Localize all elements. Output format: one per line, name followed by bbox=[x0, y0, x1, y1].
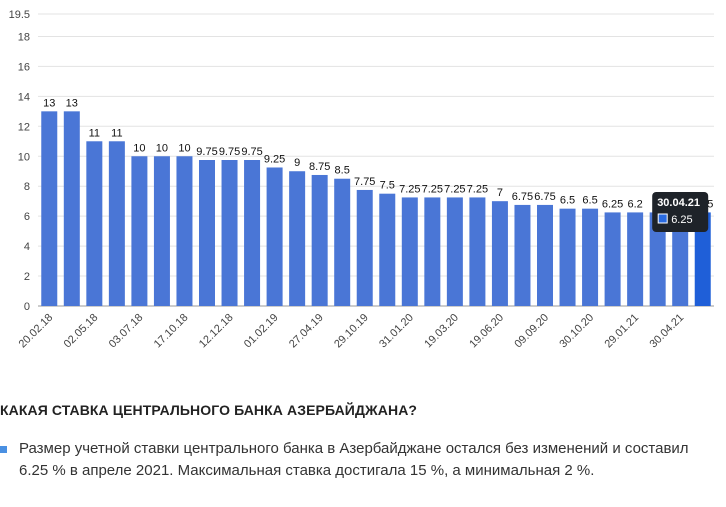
data-label: 13 bbox=[43, 97, 55, 109]
bar[interactable] bbox=[559, 208, 576, 306]
bar[interactable] bbox=[311, 174, 328, 306]
y-tick-label: 12 bbox=[18, 121, 30, 133]
bar[interactable] bbox=[672, 212, 689, 306]
y-tick-label: 10 bbox=[18, 151, 30, 163]
x-tick-label: 29.01.21 bbox=[602, 312, 641, 351]
data-label: 7.25 bbox=[444, 183, 465, 195]
bar[interactable] bbox=[153, 156, 170, 306]
bar[interactable] bbox=[131, 156, 148, 306]
x-tick-label: 02.05.18 bbox=[62, 312, 101, 351]
data-label: 9.25 bbox=[264, 153, 285, 165]
data-label: 7.75 bbox=[354, 176, 375, 188]
y-tick-label: 16 bbox=[18, 61, 30, 73]
bar[interactable] bbox=[649, 212, 666, 306]
data-label: 6.75 bbox=[512, 191, 533, 203]
bar[interactable] bbox=[694, 212, 711, 306]
bar[interactable] bbox=[401, 197, 418, 306]
data-label: 7.25 bbox=[467, 183, 488, 195]
data-label: 10 bbox=[133, 142, 145, 154]
bar[interactable] bbox=[334, 178, 351, 306]
data-label: 8.75 bbox=[309, 161, 330, 173]
y-tick-label: 19.5 bbox=[9, 9, 30, 21]
data-label: 7.25 bbox=[422, 183, 443, 195]
y-tick-label: 4 bbox=[24, 241, 30, 253]
bar[interactable] bbox=[424, 197, 441, 306]
x-tick-label: 30.04.21 bbox=[648, 312, 687, 351]
bar[interactable] bbox=[221, 160, 238, 306]
x-tick-label: 27.04.19 bbox=[287, 312, 326, 351]
data-label: 10 bbox=[156, 142, 168, 154]
bar[interactable] bbox=[176, 156, 193, 306]
x-tick-label: 31.01.20 bbox=[377, 312, 416, 351]
bar[interactable] bbox=[446, 197, 463, 306]
bar[interactable] bbox=[604, 212, 621, 306]
faq-answer: Размер учетной ставки центрального банка… bbox=[0, 438, 718, 482]
y-tick-label: 8 bbox=[24, 181, 30, 193]
data-label: 13 bbox=[66, 97, 78, 109]
data-label: 6.5 bbox=[560, 195, 575, 207]
bar[interactable] bbox=[244, 160, 261, 306]
data-label: 8.5 bbox=[335, 165, 350, 177]
x-tick-label: 03.07.18 bbox=[107, 312, 146, 351]
data-label: 10 bbox=[178, 142, 190, 154]
data-label: 9.75 bbox=[241, 146, 262, 158]
x-tick-label: 19.06.20 bbox=[467, 312, 506, 351]
x-axis-ticks: 20.02.18 02.05.18 03.07.18 17.10.18 12.12.18… bbox=[17, 312, 687, 351]
y-tick-label: 6 bbox=[24, 211, 30, 223]
data-label: 7.25 bbox=[399, 183, 420, 195]
x-tick-label: 17.10.18 bbox=[152, 312, 191, 351]
x-tick-label: 09.09.20 bbox=[512, 312, 551, 351]
bar[interactable] bbox=[537, 204, 553, 306]
data-label: 7.5 bbox=[380, 180, 395, 192]
x-tick-label: 19.03.20 bbox=[422, 312, 461, 351]
bar[interactable] bbox=[63, 111, 80, 306]
bar[interactable] bbox=[41, 111, 58, 306]
data-label: 6.75 bbox=[534, 191, 555, 203]
x-tick-label: 30.10.20 bbox=[557, 312, 596, 351]
bullet-icon bbox=[0, 446, 7, 453]
bar[interactable] bbox=[356, 189, 373, 306]
tooltip-value: 6.25 bbox=[671, 214, 692, 226]
x-tick-label: 20.02.18 bbox=[17, 312, 56, 351]
data-label: 9 bbox=[294, 157, 300, 169]
bar[interactable] bbox=[86, 141, 103, 306]
bar[interactable] bbox=[266, 167, 283, 306]
data-label: 11 bbox=[89, 127, 100, 139]
bar[interactable] bbox=[491, 201, 508, 306]
y-tick-label: 2 bbox=[24, 271, 30, 283]
bar[interactable] bbox=[582, 208, 599, 306]
faq-answer-text: Размер учетной ставки центрального банка… bbox=[19, 440, 689, 479]
data-label: 6.25 bbox=[602, 198, 623, 210]
bar[interactable] bbox=[379, 193, 396, 306]
data-label: 9.75 bbox=[196, 146, 217, 158]
faq-question: КАКАЯ СТАВКА ЦЕНТРАЛЬНОГО БАНКА АЗЕРБАЙД… bbox=[0, 402, 418, 418]
x-tick-label: 12.12.18 bbox=[197, 312, 236, 351]
bar[interactable] bbox=[627, 212, 644, 306]
tooltip-title: 30.04.21 bbox=[657, 197, 700, 209]
x-tick-label: 01.02.19 bbox=[242, 312, 281, 351]
data-label: 11 bbox=[111, 127, 122, 139]
data-label: 6.2 bbox=[627, 198, 642, 210]
bars bbox=[41, 111, 711, 306]
x-tick-label: 29.10.19 bbox=[332, 312, 371, 351]
data-label: 7 bbox=[497, 187, 503, 199]
y-tick-label: 0 bbox=[24, 301, 30, 313]
bar[interactable] bbox=[199, 160, 215, 306]
bar[interactable] bbox=[108, 141, 125, 306]
tooltip: 30.04.21 6.25 bbox=[652, 192, 709, 232]
grid bbox=[38, 13, 714, 307]
y-tick-label: 18 bbox=[18, 31, 30, 43]
y-tick-label: 14 bbox=[18, 91, 30, 103]
y-axis-ticks: 0 2 4 6 8 10 12 14 16 18 19.5 bbox=[9, 9, 30, 313]
bar[interactable] bbox=[514, 204, 531, 306]
bar[interactable] bbox=[469, 197, 486, 306]
data-label: 9.75 bbox=[219, 146, 240, 158]
bar[interactable] bbox=[289, 171, 306, 306]
tooltip-swatch bbox=[657, 213, 668, 224]
data-label: 6.5 bbox=[582, 195, 597, 207]
